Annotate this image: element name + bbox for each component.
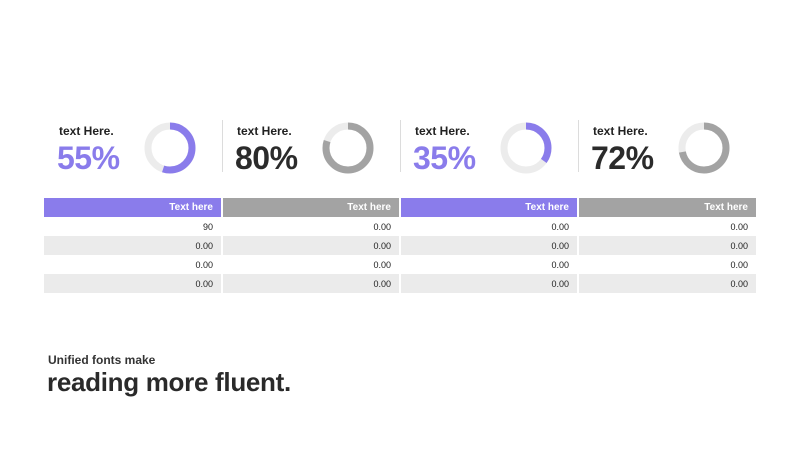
table-cell: 0.00: [400, 217, 579, 236]
table-cell: 0.00: [222, 217, 401, 236]
donut-progress: [144, 122, 196, 174]
kpi-value: 35%: [413, 140, 476, 176]
table-cell: 0.00: [400, 274, 579, 293]
column-header: Text here: [44, 198, 223, 217]
donut-chart: [500, 122, 552, 174]
kpi-label: text Here.: [237, 124, 292, 138]
table-row: 90 0.00 0.00 0.00: [44, 217, 756, 236]
table-cell: 0.00: [222, 274, 401, 293]
kpi-card-4: text Here. 72%: [578, 112, 756, 188]
kpi-label: text Here.: [415, 124, 470, 138]
table-cell: 0.00: [44, 236, 223, 255]
donut-progress: [322, 122, 374, 174]
table-cell: 0.00: [222, 236, 401, 255]
table-cell: 0.00: [44, 274, 223, 293]
divider: [222, 120, 223, 172]
table-cell: 0.00: [222, 255, 401, 274]
donut-progress: [678, 122, 730, 174]
kpi-value: 80%: [235, 140, 298, 176]
donut-chart: [678, 122, 730, 174]
divider: [578, 120, 579, 172]
kpi-card-3: text Here. 35%: [400, 112, 578, 188]
data-table: Text here Text here Text here Text here …: [44, 198, 756, 293]
caption-subtitle: Unified fonts make: [48, 353, 156, 367]
table-row: 0.00 0.00 0.00 0.00: [44, 274, 756, 293]
donut-chart: [144, 122, 196, 174]
table-header-row: Text here Text here Text here Text here: [44, 198, 756, 217]
kpi-card-1: text Here. 55%: [44, 112, 222, 188]
column-header: Text here: [400, 198, 579, 217]
kpi-row: text Here. 55% text Here. 80% text Here.…: [44, 112, 756, 188]
kpi-label: text Here.: [59, 124, 114, 138]
donut-progress: [500, 122, 552, 174]
table-cell: 0.00: [578, 236, 756, 255]
table-cell: 0.00: [44, 255, 223, 274]
table-cell: 0.00: [730, 259, 748, 270]
table-row: 0.00 0.00 0.00 0.00: [44, 236, 756, 255]
kpi-value: 55%: [57, 140, 120, 176]
column-header: Text here: [578, 198, 756, 217]
table-cell: 90: [44, 217, 223, 236]
table-cell: 0.00: [730, 221, 748, 232]
table-row: 0.00 0.00 0.00 0.00: [44, 255, 756, 274]
table-cell: 0.00: [400, 255, 579, 274]
kpi-value: 72%: [591, 140, 654, 176]
kpi-card-2: text Here. 80%: [222, 112, 400, 188]
kpi-label: text Here.: [593, 124, 648, 138]
column-header: Text here: [222, 198, 401, 217]
table-cell: 0.00: [578, 274, 756, 293]
divider: [400, 120, 401, 172]
caption-title: reading more fluent.: [47, 367, 291, 397]
table-cell: 0.00: [400, 236, 579, 255]
donut-chart: [322, 122, 374, 174]
